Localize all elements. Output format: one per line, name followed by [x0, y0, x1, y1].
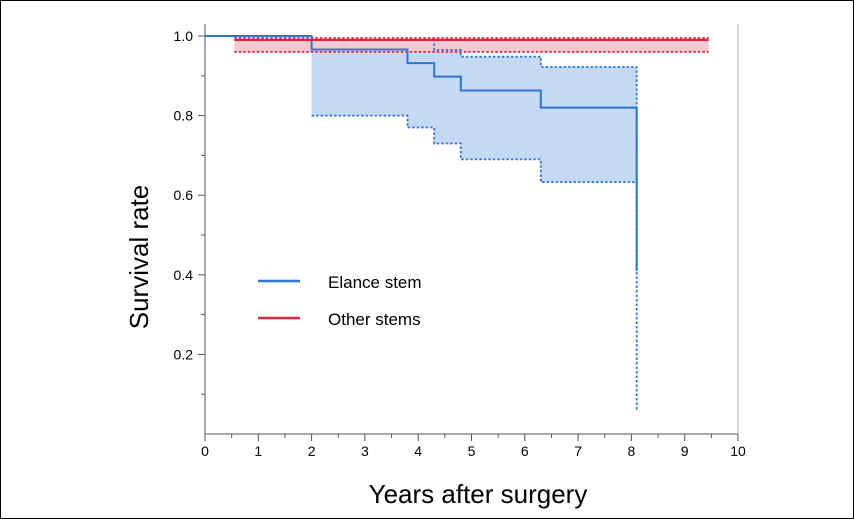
survival-line-elance	[205, 35, 638, 271]
x-tick-label-2: 2	[308, 443, 316, 459]
y-axis-title: Survival rate	[124, 185, 154, 330]
x-tick-label-6: 6	[521, 443, 529, 459]
x-axis-title: Years after surgery	[369, 479, 588, 509]
y-tick-label-0.6: 0.6	[174, 187, 194, 203]
x-tick-label-0: 0	[201, 443, 209, 459]
ci-band-other	[234, 38, 709, 52]
legend-label-elance: Elance stem	[328, 273, 422, 292]
x-tick-label-7: 7	[574, 443, 582, 459]
x-tick-label-1: 1	[254, 443, 262, 459]
x-tick-label-9: 9	[681, 443, 689, 459]
y-tick-label-0.2: 0.2	[174, 346, 194, 362]
y-tick-label-0.4: 0.4	[174, 267, 194, 283]
x-tick-label-8: 8	[628, 443, 636, 459]
ci-band-elance	[311, 40, 637, 411]
x-tick-label-10: 10	[730, 443, 746, 459]
y-tick-label-0.8: 0.8	[174, 108, 194, 124]
legend: Elance stem Other stems	[258, 273, 422, 329]
x-tick-label-5: 5	[468, 443, 476, 459]
x-tick-label-4: 4	[414, 443, 422, 459]
x-tick-label-3: 3	[361, 443, 369, 459]
upper-ci-elance	[311, 39, 638, 271]
legend-label-other: Other stems	[328, 310, 421, 329]
lower-ci-elance	[311, 114, 638, 411]
y-tick-label-1.0: 1.0	[174, 28, 194, 44]
